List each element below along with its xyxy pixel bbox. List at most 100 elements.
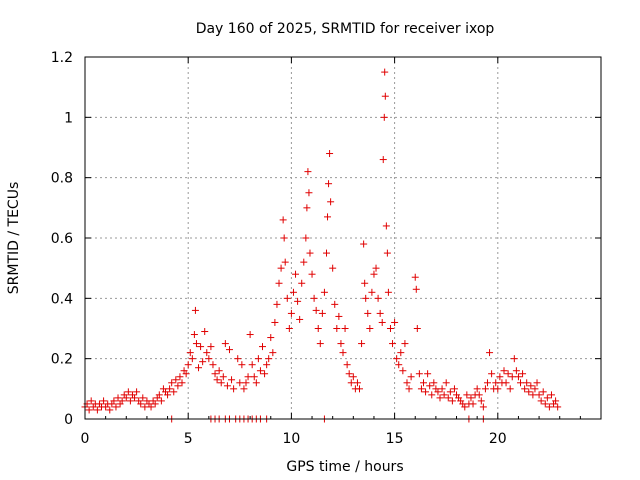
data-point [186,349,194,357]
data-point [131,394,139,402]
data-point [213,376,221,384]
data-point [379,156,387,164]
data-point [261,370,269,378]
data-point [312,306,320,314]
data-point [339,349,347,357]
data-point [157,397,165,405]
data-point [303,204,311,212]
data-point [110,397,118,405]
data-point [541,400,549,408]
data-point [391,318,399,326]
data-point [381,92,389,100]
data-point [426,382,434,390]
data-point [463,391,471,399]
data-point [176,373,184,381]
data-point [164,391,172,399]
data-point [263,361,271,369]
data-point [382,222,390,230]
data-point [211,370,219,378]
data-point [215,367,223,375]
data-point [383,249,391,257]
data-point [341,325,349,332]
data-point [174,382,182,390]
data-point [419,379,427,387]
data-point [147,403,155,411]
data-point [481,385,489,393]
data-point [356,385,364,393]
data-point [424,370,432,378]
data-point [271,318,279,326]
data-point [326,150,334,158]
data-point [494,385,502,393]
data-point [85,406,93,414]
data-point [446,388,454,396]
data-point [376,309,384,317]
data-point [531,385,539,393]
data-point [277,264,285,272]
data-point [250,373,258,381]
data-point [436,394,444,402]
data-point [308,270,316,278]
data-point [234,355,242,363]
x-tick-label: 15 [386,431,404,447]
data-point [401,340,409,348]
data-point [275,279,283,287]
data-point [126,397,134,405]
data-point [184,361,192,369]
data-point [217,379,225,387]
data-point [525,388,533,396]
data-point [512,367,520,375]
data-point [331,300,339,308]
data-point [533,379,541,387]
data-point [486,349,494,357]
data-point [384,288,392,296]
data-point [508,373,516,381]
data-point [281,258,289,266]
data-point [316,340,324,348]
data-point [333,325,341,332]
data-point [411,273,419,281]
data-point [467,394,475,402]
data-point [219,373,227,381]
data-point [368,288,376,296]
data-point [254,355,262,363]
data-point [265,355,273,363]
data-point [473,385,481,393]
data-point [238,361,246,369]
data-point [479,403,487,411]
data-point [221,340,229,348]
data-point [353,379,361,387]
data-point [389,340,397,348]
data-point [442,379,450,387]
data-point [302,234,310,242]
data-point [527,382,535,390]
data-points [81,68,562,423]
data-point [483,379,491,387]
data-point [444,394,452,402]
data-point [151,400,159,408]
data-point [122,394,130,402]
data-point [492,379,500,387]
y-tick-label: 0.4 [51,291,73,307]
y-tick-label: 1.2 [51,50,73,66]
x-tick-label: 5 [184,431,193,447]
y-axis-label: SRMTID / TECUs [6,182,22,295]
data-point [345,370,353,378]
data-point [380,113,388,121]
data-point [141,403,149,411]
data-point [289,288,297,296]
data-point [188,355,196,363]
data-point [305,189,313,197]
data-point [500,367,508,375]
data-point [242,379,250,387]
data-point [523,379,531,387]
data-point [329,264,337,272]
data-point [320,288,328,296]
plot-frame [84,56,602,420]
data-point [287,309,295,317]
data-point [405,385,413,393]
data-point [273,300,281,308]
data-point [269,349,277,357]
data-point [139,394,147,402]
